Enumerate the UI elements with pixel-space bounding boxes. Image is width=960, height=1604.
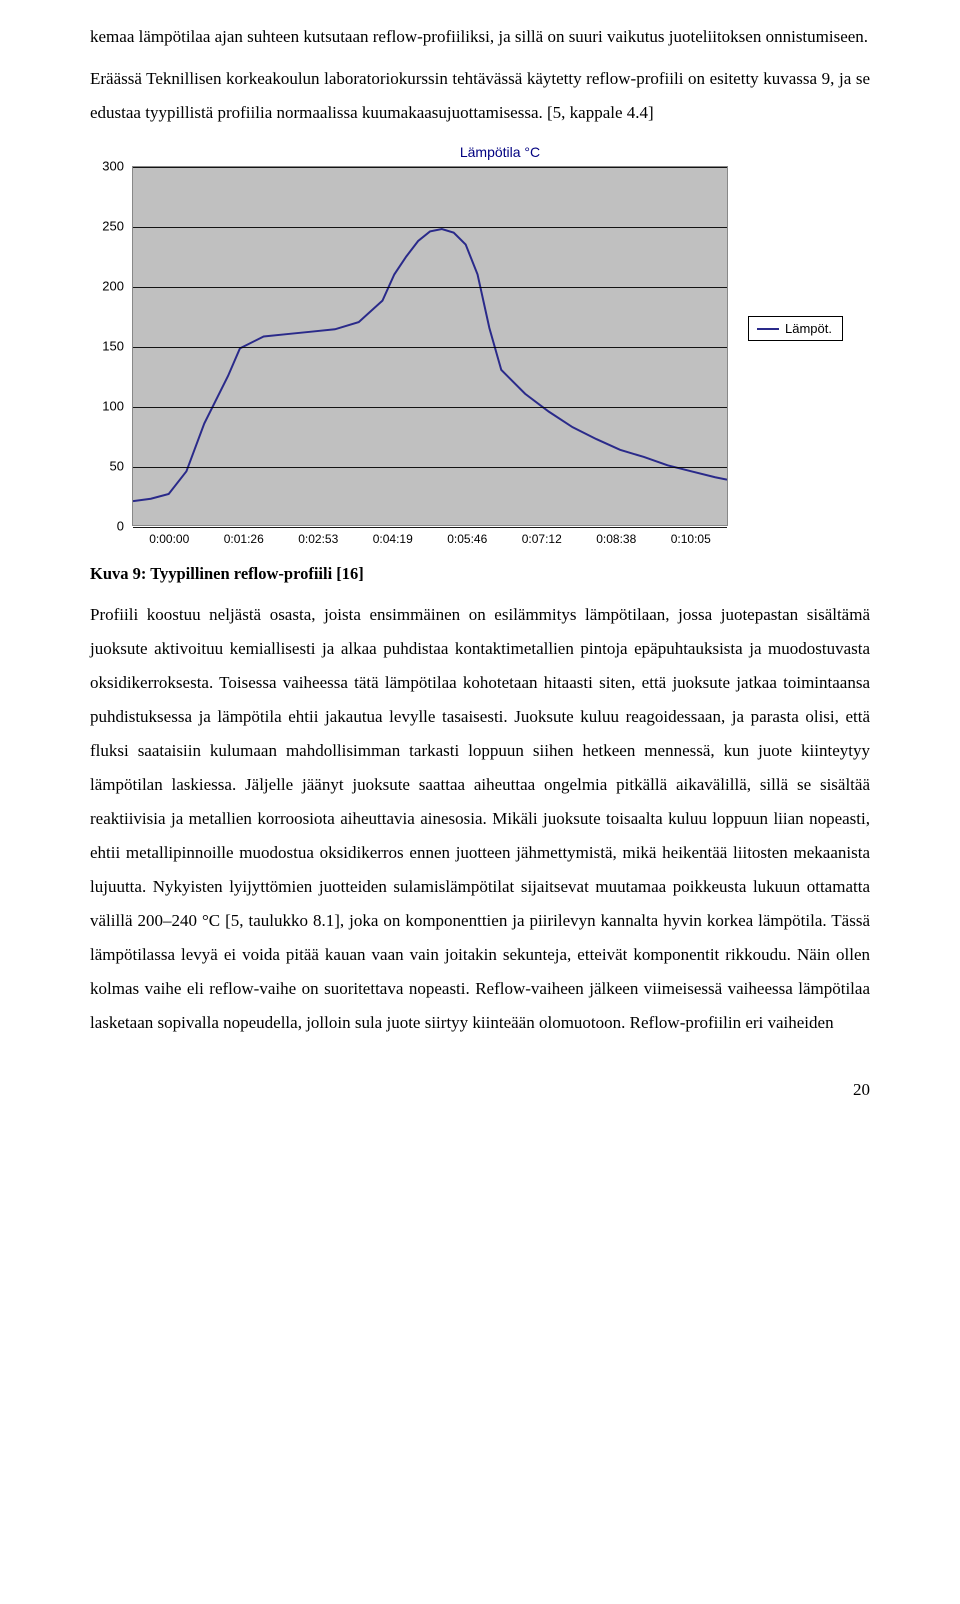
y-tick-label: 0 [117,519,124,534]
x-tick-label: 0:07:12 [505,532,580,546]
chart-legend: Lämpöt. [748,316,843,341]
y-tick-label: 200 [102,279,124,294]
x-tick-label: 0:05:46 [430,532,505,546]
x-tick-label: 0:02:53 [281,532,356,546]
x-tick-label: 0:01:26 [207,532,282,546]
paragraph-2: Eräässä Teknillisen korkeakoulun laborat… [90,62,870,130]
legend-swatch [757,328,779,330]
x-tick-label: 0:08:38 [579,532,654,546]
paragraph-1: kemaa lämpötilaa ajan suhteen kutsutaan … [90,20,870,54]
chart-area: 050100150200250300 0:00:000:01:260:02:53… [90,166,730,546]
paragraph-3: Profiili koostuu neljästä osasta, joista… [90,598,870,1040]
y-tick-label: 150 [102,339,124,354]
x-tick-label: 0:00:00 [132,532,207,546]
legend-label: Lämpöt. [785,321,832,336]
y-tick-label: 300 [102,159,124,174]
figure-caption: Kuva 9: Tyypillinen reflow-profiili [16] [90,564,870,584]
y-tick-label: 250 [102,219,124,234]
x-axis-labels: 0:00:000:01:260:02:530:04:190:05:460:07:… [132,526,728,546]
y-tick-label: 100 [102,399,124,414]
reflow-profile-chart: Lämpötila °C 050100150200250300 0:00:000… [90,144,870,546]
page-number: 20 [90,1080,870,1100]
line-plot-svg [133,167,727,525]
y-tick-label: 50 [110,459,124,474]
y-axis-labels: 050100150200250300 [90,166,128,526]
plot-area [132,166,728,526]
chart-title: Lämpötila °C [90,144,870,160]
x-tick-label: 0:04:19 [356,532,431,546]
x-tick-label: 0:10:05 [654,532,729,546]
